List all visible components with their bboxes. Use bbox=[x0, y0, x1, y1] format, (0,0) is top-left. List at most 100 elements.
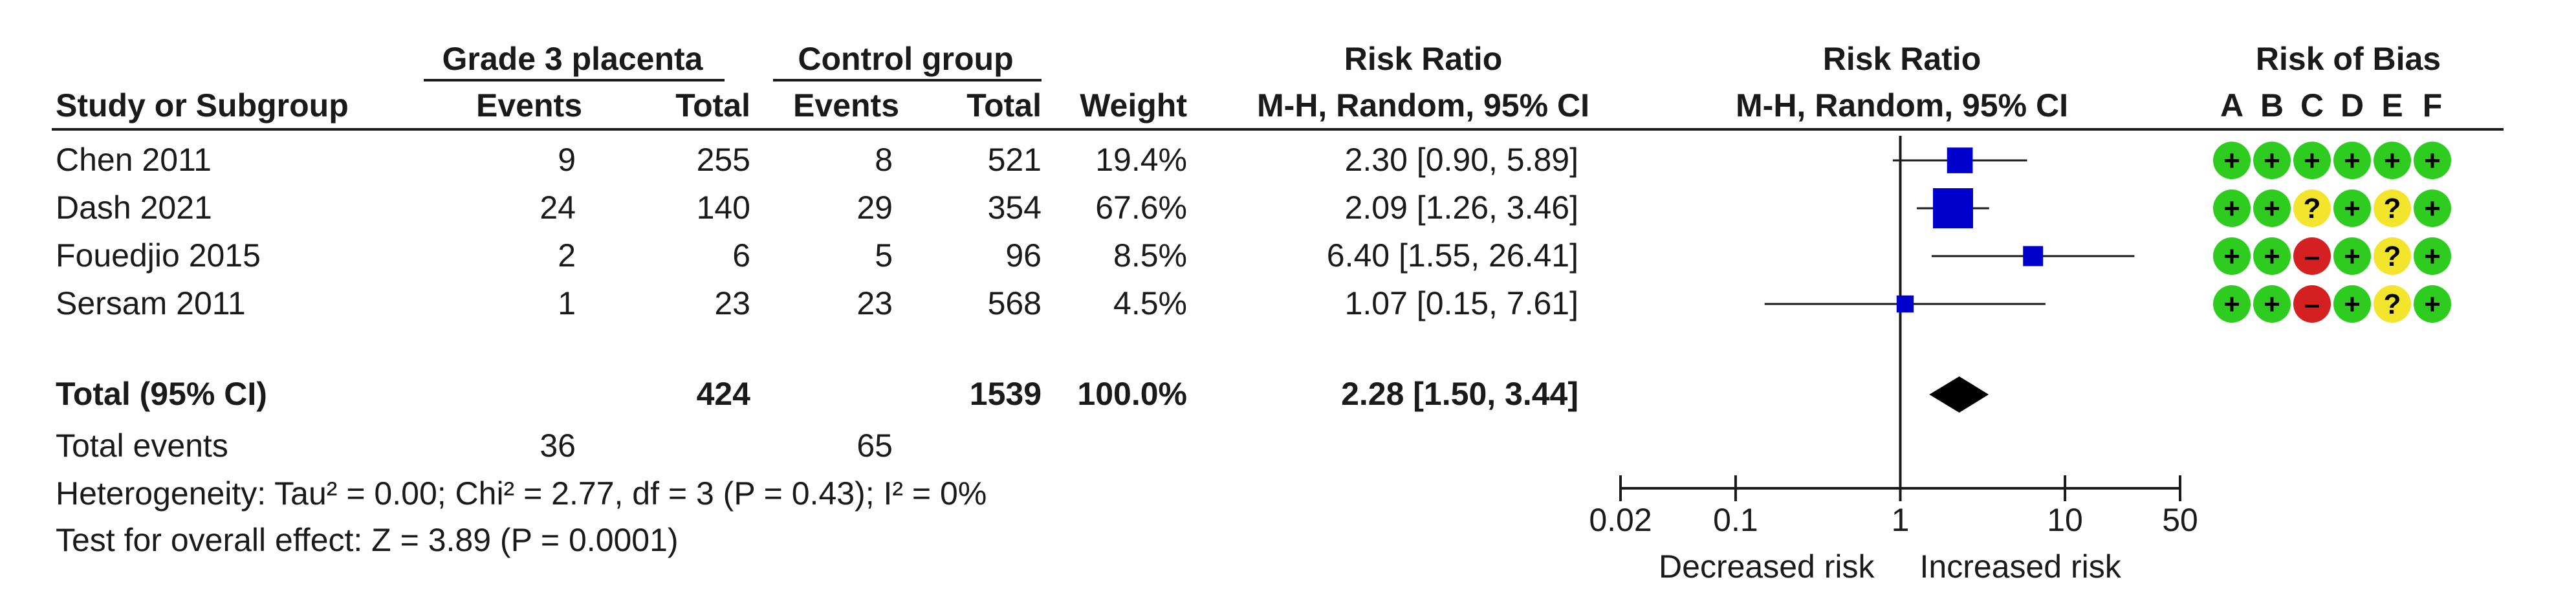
events2-cell: 23 bbox=[857, 285, 893, 321]
rob-mark: + bbox=[2223, 288, 2240, 320]
rob-dot bbox=[2374, 142, 2411, 179]
rob-dot bbox=[2374, 189, 2411, 227]
total2-cell: 96 bbox=[1005, 237, 1042, 274]
x-tick-label: 0.1 bbox=[1713, 502, 1758, 538]
rob-mark: + bbox=[2223, 145, 2240, 177]
total-events-label: Total events bbox=[56, 427, 228, 464]
risk-of-bias-header: Risk of Bias bbox=[2255, 41, 2441, 77]
rob-dot bbox=[2374, 237, 2411, 275]
rob-letter-c: C bbox=[2300, 87, 2324, 124]
study-name: Chen 2011 bbox=[56, 142, 212, 178]
group1-header-rule bbox=[424, 79, 725, 81]
rob-mark: + bbox=[2424, 145, 2441, 177]
events2-cell: 8 bbox=[875, 142, 893, 178]
weight-header: Weight bbox=[1080, 87, 1187, 124]
rob-dot bbox=[2253, 285, 2291, 323]
rob-mark: ? bbox=[2304, 193, 2321, 224]
events2-header: Events bbox=[793, 87, 899, 124]
rob-dot bbox=[2293, 189, 2331, 227]
total-weight: 100.0% bbox=[1077, 376, 1187, 412]
ci-cell: 6.40 [1.55, 26.41] bbox=[1326, 237, 1578, 274]
x-tick-label: 10 bbox=[2047, 502, 2083, 538]
risk-ratio-plot-header: Risk Ratio bbox=[1822, 41, 1981, 77]
rob-dot bbox=[2253, 189, 2291, 227]
rob-dot bbox=[2253, 237, 2291, 275]
weight-cell: 4.5% bbox=[1113, 285, 1187, 321]
events1-cell: 24 bbox=[540, 189, 576, 226]
rob-mark: + bbox=[2223, 241, 2240, 272]
rob-dot bbox=[2293, 285, 2331, 323]
rob-mark: + bbox=[2304, 145, 2320, 177]
total2-cell: 521 bbox=[987, 142, 1042, 178]
rob-dot bbox=[2293, 237, 2331, 275]
study-name: Fouedjio 2015 bbox=[56, 237, 261, 274]
rob-mark: + bbox=[2264, 145, 2280, 177]
rob-mark: + bbox=[2424, 288, 2441, 320]
risk-ratio-header: Risk Ratio bbox=[1344, 41, 1503, 77]
rob-mark: ? bbox=[2384, 241, 2401, 272]
rob-letter-e: E bbox=[2381, 87, 2403, 124]
total1-cell: 255 bbox=[696, 142, 750, 178]
rob-dot bbox=[2333, 142, 2371, 179]
group2-header: Control group bbox=[798, 41, 1014, 77]
rob-letter-a: A bbox=[2220, 87, 2244, 124]
effect-square bbox=[1896, 295, 1914, 313]
rob-mark: + bbox=[2223, 193, 2240, 224]
rob-letter-d: D bbox=[2340, 87, 2364, 124]
effect-square bbox=[2023, 246, 2044, 266]
rob-mark: + bbox=[2424, 193, 2441, 224]
pooled-diamond bbox=[1929, 376, 1989, 413]
header-rule bbox=[52, 128, 2504, 131]
total-events2: 65 bbox=[857, 427, 893, 464]
overall-effect-text: Test for overall effect: Z = 3.89 (P = 0… bbox=[56, 522, 679, 558]
rob-dot bbox=[2333, 285, 2371, 323]
rob-mark: + bbox=[2344, 288, 2361, 320]
ci-cell: 1.07 [0.15, 7.61] bbox=[1344, 285, 1578, 321]
total1-sum: 424 bbox=[696, 376, 750, 412]
rob-mark: + bbox=[2344, 193, 2361, 224]
events2-cell: 5 bbox=[875, 237, 893, 274]
events1-cell: 2 bbox=[558, 237, 576, 274]
rob-dot bbox=[2414, 285, 2451, 323]
ci-cell: 2.09 [1.26, 3.46] bbox=[1344, 189, 1578, 226]
effect-square bbox=[1932, 188, 1973, 228]
group2-header-rule bbox=[773, 79, 1042, 81]
total1-cell: 6 bbox=[732, 237, 750, 274]
rob-dot bbox=[2213, 237, 2251, 275]
total2-cell: 354 bbox=[987, 189, 1042, 226]
rr-plot-method-header: M-H, Random, 95% CI bbox=[1736, 87, 2068, 124]
rob-mark: + bbox=[2264, 288, 2280, 320]
rob-dot bbox=[2414, 142, 2451, 179]
total2-cell: 568 bbox=[987, 285, 1042, 321]
rob-mark: + bbox=[2264, 241, 2280, 272]
total-label: Total (95% CI) bbox=[56, 376, 267, 412]
total2-sum: 1539 bbox=[969, 376, 1042, 412]
rob-mark: + bbox=[2424, 241, 2441, 272]
ci-cell: 2.30 [0.90, 5.89] bbox=[1344, 142, 1578, 178]
rob-letter-f: F bbox=[2422, 87, 2443, 124]
rob-dot bbox=[2333, 237, 2371, 275]
rr-method-header: M-H, Random, 95% CI bbox=[1257, 87, 1589, 124]
events1-cell: 9 bbox=[558, 142, 576, 178]
x-tick-label: 50 bbox=[2162, 502, 2198, 538]
x-tick-label: 1 bbox=[1892, 502, 1910, 538]
events1-cell: 1 bbox=[558, 285, 576, 321]
rob-dot bbox=[2253, 142, 2291, 179]
rob-letter-b: B bbox=[2260, 87, 2284, 124]
group1-header: Grade 3 placenta bbox=[442, 41, 703, 77]
study-column-header: Study or Subgroup bbox=[56, 87, 349, 124]
rob-dot bbox=[2414, 237, 2451, 275]
increased-risk-label: Increased risk bbox=[1920, 548, 2122, 585]
total2-header: Total bbox=[966, 87, 1042, 124]
weight-cell: 8.5% bbox=[1113, 237, 1187, 274]
weight-cell: 67.6% bbox=[1095, 189, 1187, 226]
total-ci: 2.28 [1.50, 3.44] bbox=[1341, 376, 1578, 412]
rob-dot bbox=[2213, 189, 2251, 227]
rob-dot bbox=[2213, 142, 2251, 179]
total1-cell: 140 bbox=[696, 189, 750, 226]
rob-mark: ? bbox=[2384, 288, 2401, 320]
rob-dot bbox=[2293, 142, 2331, 179]
effect-square bbox=[1947, 147, 1973, 173]
events1-header: Events bbox=[476, 87, 582, 124]
